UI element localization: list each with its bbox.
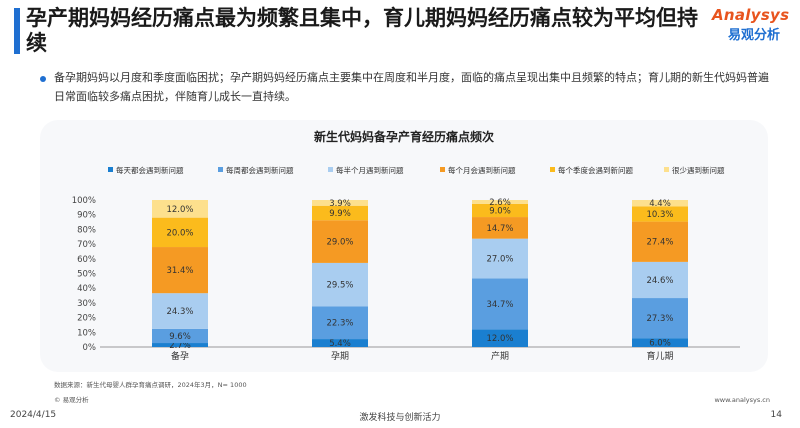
y-tick-label: 100%: [72, 196, 96, 206]
data-label: 31.4%: [166, 266, 193, 276]
data-label: 29.0%: [326, 238, 353, 248]
legend-label: 每个季度会遇到新问题: [558, 165, 633, 175]
x-category-label: 孕期: [331, 351, 349, 362]
bar-segment: [472, 329, 528, 347]
data-label: 9.0%: [489, 206, 511, 216]
data-label: 24.6%: [646, 276, 673, 286]
bar-segment: [472, 203, 528, 218]
data-label: 5.4%: [329, 339, 351, 349]
data-label: 29.5%: [326, 281, 353, 291]
logo-text-cn: 易观分析: [728, 28, 781, 43]
footer-date: 2024/4/15: [10, 410, 57, 420]
data-label: 3.9%: [329, 199, 351, 209]
bar-segment: [472, 278, 528, 330]
data-label: 12.0%: [166, 205, 193, 215]
data-label: 27.3%: [646, 314, 673, 324]
y-tick-label: 20%: [77, 314, 96, 324]
chart-title: 新生代妈妈备孕产育经历痛点频次: [313, 130, 494, 144]
y-tick-label: 70%: [77, 240, 96, 250]
analysys-logo: Analysys 易观分析: [712, 6, 794, 43]
bar-segment: [472, 238, 528, 279]
data-label: 14.7%: [486, 224, 513, 234]
bar-segment: [312, 205, 368, 221]
data-label: 27.0%: [486, 255, 513, 265]
bullet-dot-icon: [40, 76, 46, 82]
legend-label: 很少遇到新问题: [672, 165, 725, 175]
data-label: 2.7%: [169, 341, 191, 351]
y-tick-label: 90%: [77, 211, 96, 221]
bar-segment: [632, 261, 688, 299]
bar-segment: [312, 200, 368, 206]
bar-segment: [152, 343, 208, 347]
x-category-label: 产期: [491, 350, 509, 362]
legend-swatch: [328, 167, 333, 172]
bar-segment: [152, 328, 208, 344]
y-tick-label: 50%: [77, 270, 96, 280]
y-tick-label: 80%: [77, 225, 96, 235]
data-label: 34.7%: [486, 300, 513, 310]
bar-segment: [632, 206, 688, 222]
y-tick-label: 30%: [77, 299, 96, 309]
footer-slogan: 激发科技与创新活力: [359, 413, 441, 423]
y-tick-label: 0%: [83, 343, 97, 353]
bar-segment: [632, 338, 688, 347]
bar-segment: [472, 217, 528, 239]
summary-text: 备孕期妈妈以月度和季度面临困扰；孕产期妈妈经历痛点主要集中在周度和半月度，面临的…: [54, 71, 769, 103]
data-label: 20.0%: [166, 228, 193, 238]
legend-label: 每天都会遇到新问题: [116, 165, 184, 175]
bar-segment: [312, 220, 368, 263]
legend-label: 每半个月遇到新问题: [336, 165, 404, 175]
bar-segment: [632, 200, 688, 207]
y-tick-label: 40%: [77, 284, 96, 294]
website-url: www.analysys.cn: [714, 396, 770, 404]
legend-swatch: [108, 167, 113, 172]
page-title: 孕产期妈妈经历痛点最为频繁且集中，育儿期妈妈经历痛点较为平均但持续: [26, 6, 698, 55]
data-label: 12.0%: [486, 334, 513, 344]
data-label: 6.0%: [649, 339, 671, 349]
bar-segment: [152, 217, 208, 248]
copyright: © 易观分析: [54, 396, 89, 404]
y-tick-label: 60%: [77, 255, 96, 265]
data-label: 2.6%: [489, 198, 511, 208]
bar-segment: [632, 221, 688, 262]
legend-swatch: [218, 167, 223, 172]
bar-segment: [152, 293, 208, 329]
bar-segment: [152, 200, 208, 218]
data-label: 24.3%: [166, 307, 193, 317]
legend-label: 每个月会遇到新问题: [448, 165, 516, 175]
legend-swatch: [664, 167, 669, 172]
data-label: 22.3%: [326, 319, 353, 329]
data-label: 4.4%: [649, 199, 671, 209]
bar-segment: [312, 262, 368, 307]
stacked-bar-chart: 每天都会遇到新问题 每周都会遇到新问题 每半个月遇到新问题 每个月会遇到新问题 每个季度…: [72, 165, 740, 362]
x-category-label: 备孕: [171, 350, 189, 362]
title-accent-bar: [14, 8, 20, 54]
logo-text-en: Analysys: [712, 6, 790, 24]
legend-swatch: [550, 167, 555, 172]
bar-segment: [472, 200, 528, 204]
bar-segment: [152, 247, 208, 294]
data-source: 数据来源：新生代母婴人群孕育痛点调研，2024年3月，N= 1000: [54, 381, 247, 389]
bar-segment: [312, 306, 368, 340]
x-category-label: 育儿期: [646, 350, 673, 362]
legend-label: 每周都会遇到新问题: [226, 165, 294, 175]
y-tick-label: 10%: [77, 328, 96, 338]
bar-segment: [632, 298, 688, 339]
data-label: 9.9%: [329, 209, 351, 219]
data-label: 10.3%: [646, 210, 673, 220]
bar-segment: [312, 339, 368, 347]
page-number: 14: [770, 410, 782, 420]
data-label: 9.6%: [169, 332, 191, 342]
data-label: 27.4%: [646, 238, 673, 248]
legend-swatch: [440, 167, 445, 172]
